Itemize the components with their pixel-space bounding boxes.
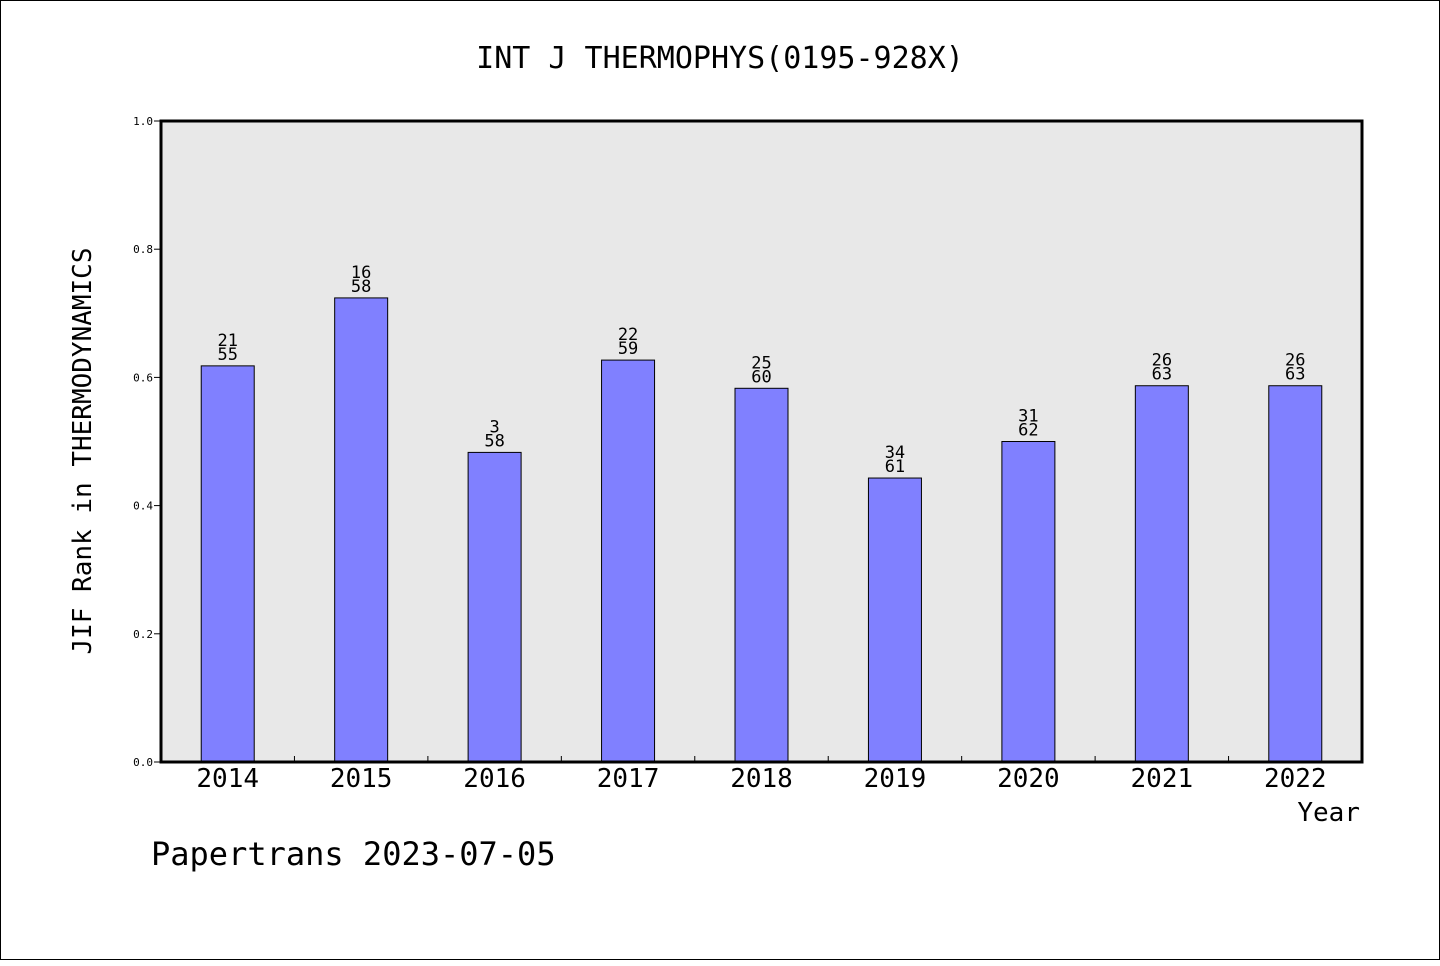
x-tick-label: 2022: [1264, 764, 1327, 794]
bar-2020: [1001, 441, 1056, 763]
chart-title: INT J THERMOPHYS(0195-928X): [476, 41, 964, 76]
x-axis: 2014 2015 2016 2017 2018 2019 2020 2021 2022: [196, 756, 1327, 794]
plot-border: [159, 119, 1364, 764]
bar-rank-label: 26: [1152, 351, 1172, 371]
x-tick-label: 2019: [864, 764, 927, 794]
bar-total-label: 59: [618, 339, 638, 359]
bar-total-label: 55: [217, 345, 237, 365]
y-tick-label: 0.4: [133, 500, 153, 513]
bar-total-label: 63: [1285, 365, 1305, 385]
bar-rank-label: 16: [351, 263, 371, 283]
x-tick-label: 2015: [330, 764, 393, 794]
bar-rank-label: 34: [885, 443, 905, 463]
x-tick-label: 2018: [730, 764, 793, 794]
bar-2015: [334, 297, 389, 763]
bar-total-label: 61: [885, 457, 905, 477]
bar-2014: [200, 365, 255, 763]
x-tick-label: 2017: [597, 764, 660, 794]
bar-2017: [601, 359, 656, 763]
y-tick-label: 0.6: [133, 371, 153, 384]
bar-rank-label: 21: [217, 331, 237, 351]
x-tick-label: 2021: [1131, 764, 1194, 794]
x-tick-label: 2016: [463, 764, 526, 794]
bar-2016: [467, 451, 522, 763]
bar-rank-label: 22: [618, 325, 638, 345]
bar-total-label: 63: [1152, 365, 1172, 385]
y-axis: 0.0 0.2 0.4 0.6 0.8 1.0: [133, 115, 161, 769]
y-tick-label: 0.8: [133, 243, 153, 256]
footer-text: Papertrans 2023-07-05: [151, 835, 556, 873]
bar-2018: [734, 387, 789, 763]
bar-total-label: 58: [484, 431, 504, 451]
bar-rank-label: 31: [1018, 407, 1038, 427]
y-axis-label: JIF Rank in THERMODYNAMICS: [68, 248, 98, 655]
bar-2022: [1268, 385, 1323, 763]
bar-2019: [867, 477, 922, 763]
x-tick-label: 2020: [997, 764, 1060, 794]
y-tick-label: 1.0: [133, 115, 153, 128]
y-tick-label: 0.2: [133, 628, 153, 641]
bar-total-label: 58: [351, 277, 371, 297]
bar-2021: [1134, 385, 1189, 763]
y-tick-label: 0.0: [133, 756, 153, 769]
x-tick-label: 2014: [196, 764, 259, 794]
bar-rank-label: 3: [489, 417, 499, 437]
x-axis-label: Year: [1297, 798, 1360, 828]
bar-rank-label: 25: [751, 353, 771, 373]
bar-total-label: 60: [751, 367, 771, 387]
bar-rank-label: 26: [1285, 351, 1305, 371]
bar-total-label: 62: [1018, 421, 1038, 441]
